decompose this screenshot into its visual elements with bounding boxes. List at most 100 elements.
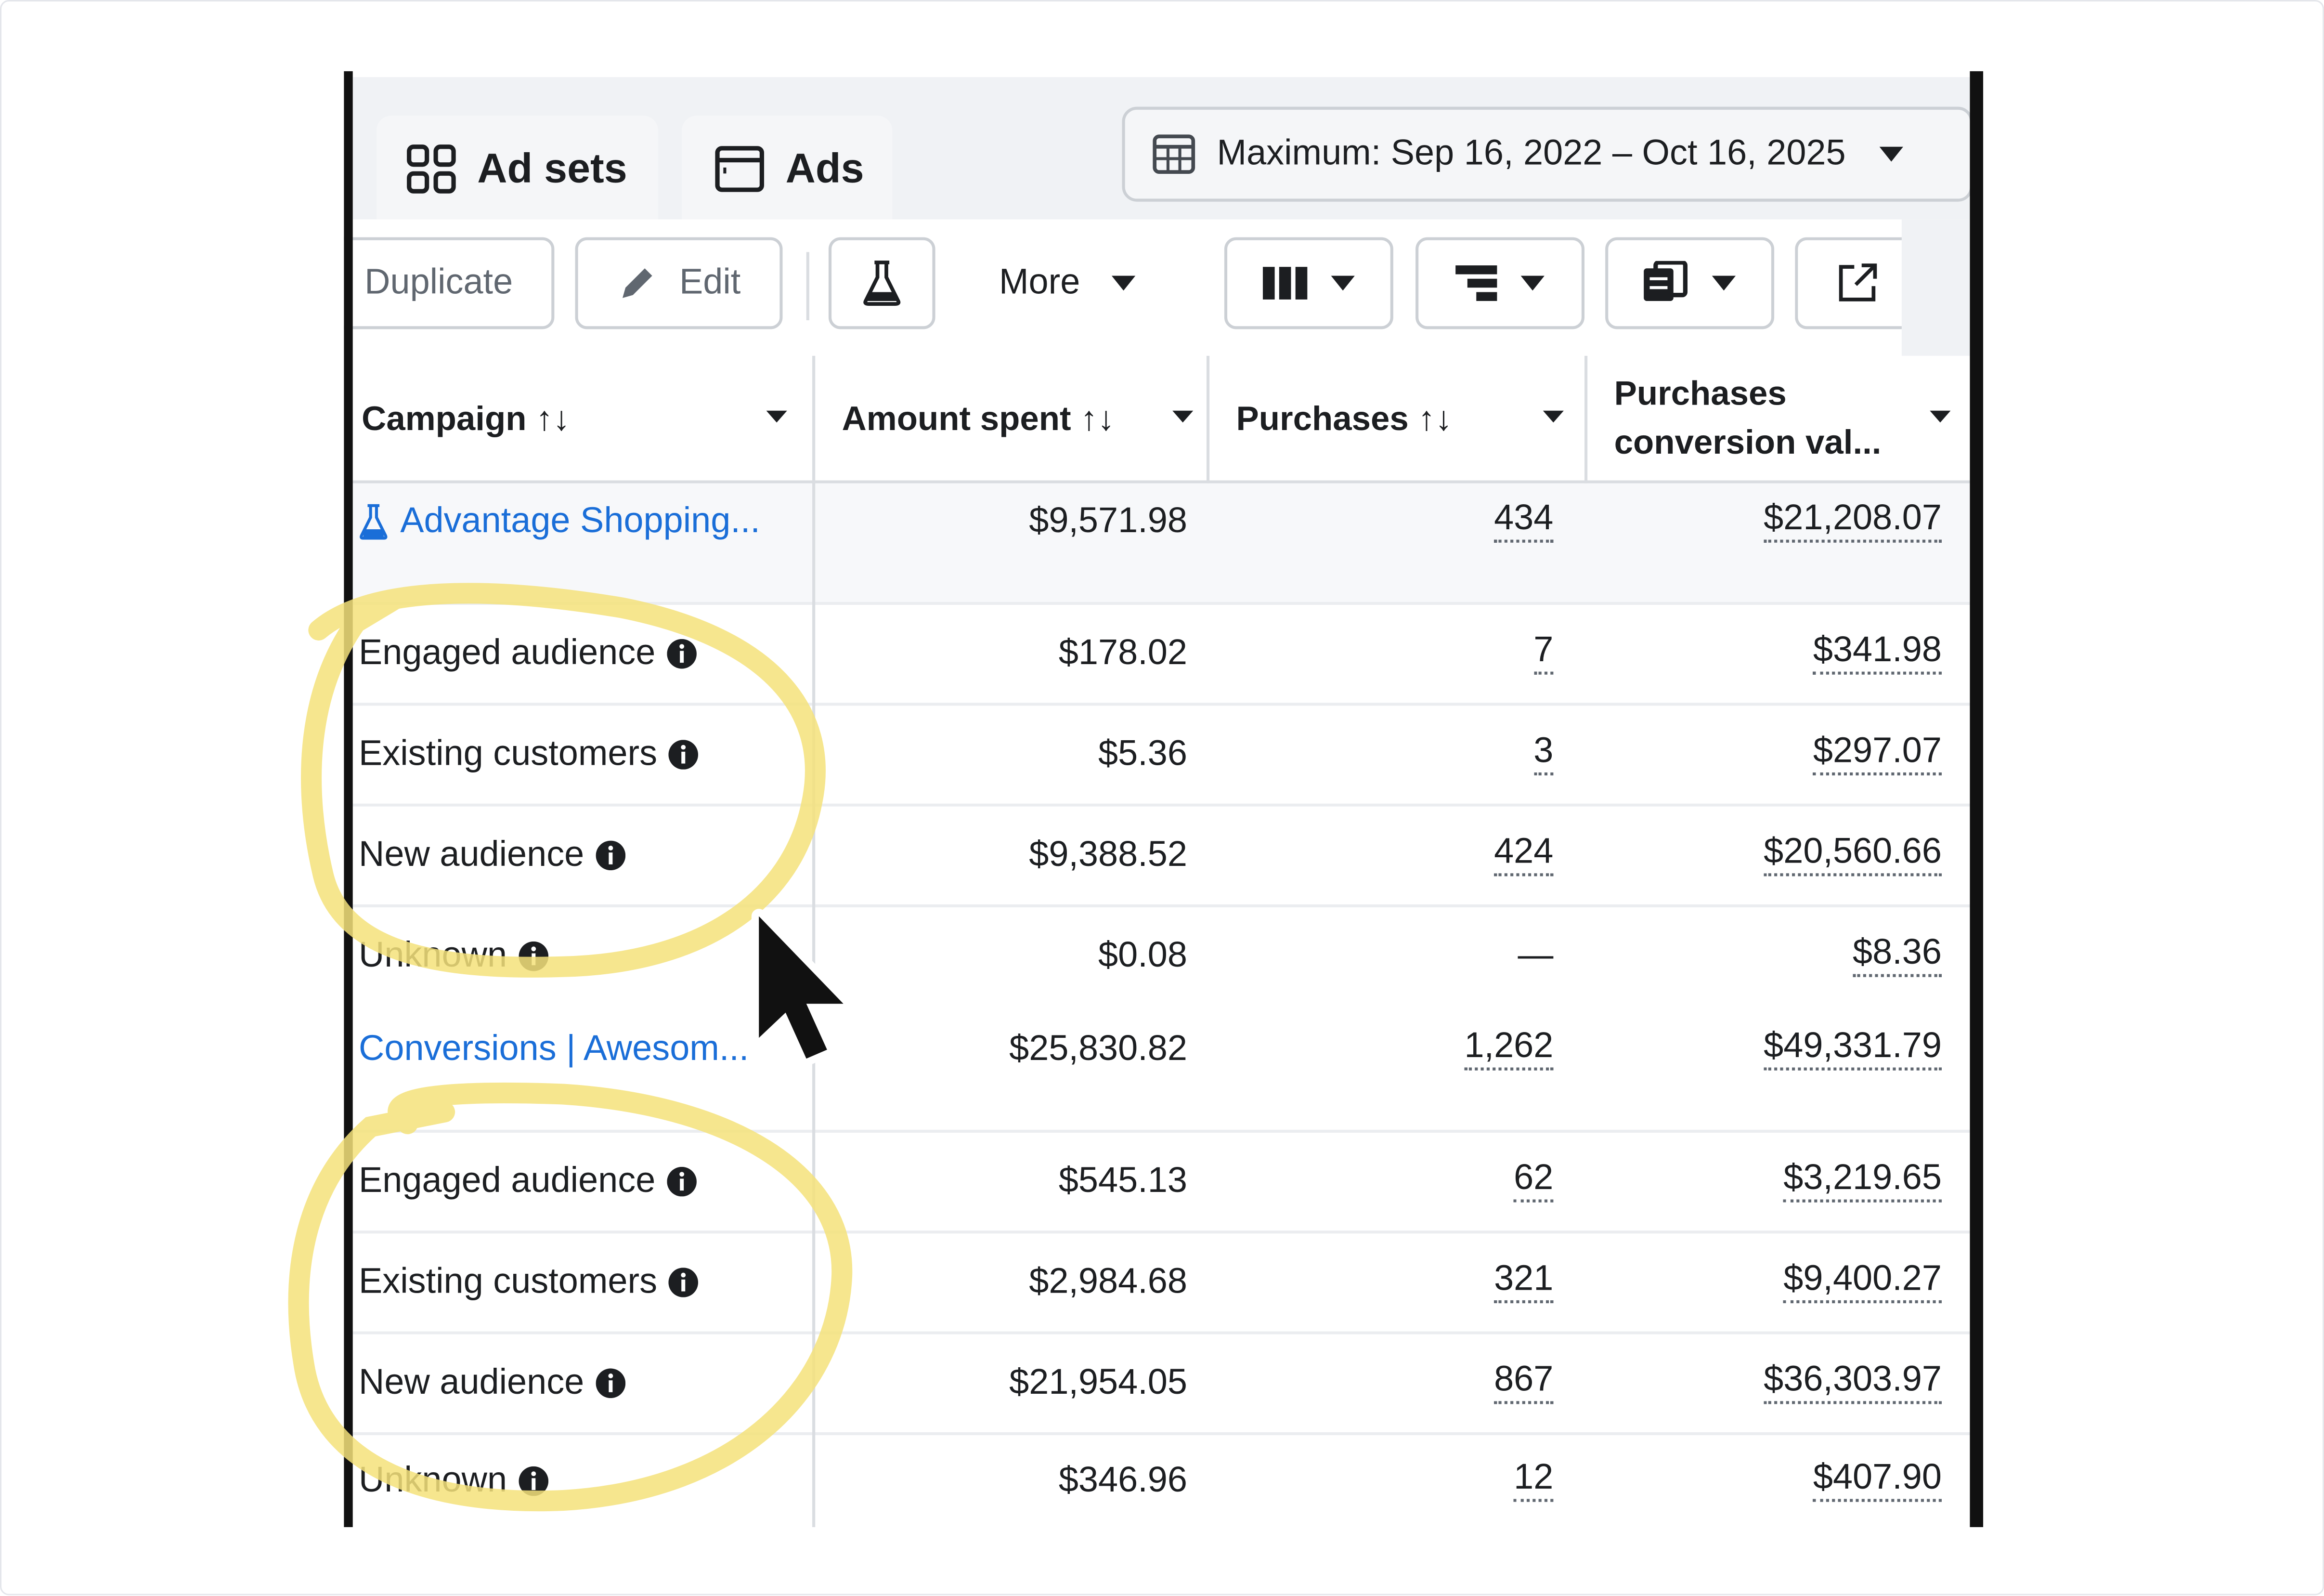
info-icon[interactable] [667,639,697,669]
segment-label: Engaged audience [359,633,656,673]
export-button[interactable] [1795,237,1917,329]
columns-icon [1262,267,1308,300]
info-icon[interactable] [596,840,626,871]
segment-label: Existing customers [359,1261,658,1302]
conversion-value-cell[interactable]: $20,560.66 [1598,807,1942,904]
purchases-cell[interactable]: 3 [1212,706,1554,803]
table-row[interactable]: Advantage Shopping... $9,571.98 434 $21,… [352,483,1970,605]
date-range-label: Maximum: Sep 16, 2022 – Oct 16, 2025 [1217,133,1846,174]
column-header-amount-spent[interactable]: Amount spent ↑↓ [842,356,1207,481]
info-icon[interactable] [519,941,549,971]
conversion-value-cell[interactable]: $341.98 [1598,605,1942,703]
conversion-value-cell[interactable]: $297.07 [1598,706,1942,803]
info-icon[interactable] [519,1466,549,1496]
columns-button[interactable] [1224,237,1393,329]
amount-spent-value: $25,830.82 [1009,1029,1187,1069]
scrollbar-track[interactable] [1970,71,1984,1527]
purchases-cell[interactable]: 434 [1212,484,1554,602]
conversion-value[interactable]: $49,331.79 [1764,1028,1942,1071]
amount-spent-value: $545.13 [1058,1161,1187,1201]
purchases-value[interactable]: 424 [1494,834,1554,876]
conversion-value-cell[interactable]: $407.90 [1598,1435,1942,1527]
purchases-cell[interactable]: 62 [1212,1133,1554,1230]
segment-name-cell: Unknown [359,1435,806,1527]
info-icon[interactable] [669,1268,699,1297]
conversion-value-cell[interactable]: $49,331.79 [1598,1005,1942,1130]
breakdown-button[interactable] [1415,237,1585,329]
purchases-cell[interactable]: 12 [1212,1435,1554,1527]
screenshot-edge [344,71,353,1527]
table-row: Existing customers $5.36 3 $297.07 [352,706,1970,807]
amount-spent-value: $0.08 [1098,935,1187,976]
tab-ads[interactable]: Ads [682,116,893,222]
chevron-down-icon [1520,275,1545,291]
conversion-value[interactable]: $341.98 [1813,632,1942,675]
edit-button[interactable]: Edit [575,237,783,329]
purchases-cell[interactable]: 7 [1212,605,1554,703]
table-row[interactable]: Conversions | Awesom... $25,830.82 1,262… [352,1005,1970,1133]
table-row: Engaged audience $178.02 7 $341.98 [352,605,1970,706]
purchases-value[interactable]: 3 [1533,733,1554,776]
experiment-button[interactable] [828,237,935,329]
purchases-value: — [1518,935,1554,976]
segment-name-cell: Engaged audience [359,605,806,703]
amount-spent-cell: $25,830.82 [815,1005,1187,1130]
date-range-picker[interactable]: Maximum: Sep 16, 2022 – Oct 16, 2025 [1122,106,1973,202]
purchases-value[interactable]: 321 [1494,1261,1554,1304]
reports-button[interactable] [1605,237,1775,329]
amount-spent-value: $346.96 [1058,1460,1187,1501]
column-divider [812,355,816,1527]
pencil-icon [623,268,653,298]
purchases-value[interactable]: 7 [1533,632,1554,675]
column-header-label: Amount spent ↑↓ [842,398,1115,437]
purchases-value[interactable]: 1,262 [1464,1028,1554,1071]
purchases-value[interactable]: 434 [1494,500,1554,543]
conversion-value[interactable]: $36,303.97 [1764,1362,1942,1404]
campaign-link[interactable]: Conversions | Awesom... [359,1029,749,1069]
info-icon[interactable] [596,1368,626,1399]
duplicate-button[interactable]: Duplicate [344,237,555,329]
info-icon[interactable] [667,1166,697,1197]
chevron-down-icon [1172,410,1194,423]
segment-name-cell: New audience [359,807,806,904]
conversion-value-cell[interactable]: $36,303.97 [1598,1334,1942,1432]
conversion-value-cell[interactable]: $8.36 [1598,907,1942,1005]
conversion-value[interactable]: $407.90 [1813,1460,1942,1502]
table-row: New audience $9,388.52 424 $20,560.66 [352,806,1970,908]
conversion-value-cell[interactable]: $9,400.27 [1598,1233,1942,1331]
column-header-purchases[interactable]: Purchases ↑↓ [1236,356,1577,481]
campaign-name-cell[interactable]: Conversions | Awesom... [359,1005,806,1130]
campaign-link[interactable]: Advantage Shopping... [400,501,760,541]
chevron-down-icon [1543,410,1564,423]
conversion-value[interactable]: $21,208.07 [1764,500,1942,543]
info-icon[interactable] [669,740,699,770]
purchases-value[interactable]: 12 [1514,1460,1554,1502]
purchases-cell[interactable]: 867 [1212,1334,1554,1432]
purchases-cell[interactable]: 424 [1212,807,1554,904]
conversion-value[interactable]: $8.36 [1853,935,1942,977]
toolbar-divider [806,252,809,320]
column-header-campaign[interactable]: Campaign ↑↓ [362,356,812,481]
purchases-cell[interactable]: 321 [1212,1233,1554,1331]
tab-bar: Ad sets Ads Maximum: Sep 16, 20 [352,77,1973,222]
ads-manager-panel: Ad sets Ads Maximum: Sep 16, 20 [344,71,1984,1527]
table-row: Unknown $346.96 12 $407.90 [352,1435,1970,1527]
tab-ad-sets[interactable]: Ad sets [376,116,658,222]
amount-spent-cell: $0.08 [815,907,1187,1005]
conversion-value[interactable]: $20,560.66 [1764,834,1942,876]
purchases-value[interactable]: 62 [1514,1160,1554,1203]
campaign-name-cell[interactable]: Advantage Shopping... [359,484,806,602]
chevron-down-icon [1712,275,1736,291]
conversion-value-cell[interactable]: $3,219.65 [1598,1133,1942,1230]
amount-spent-value: $9,388.52 [1029,835,1187,875]
conversion-value[interactable]: $3,219.65 [1783,1160,1942,1203]
segment-name-cell: Unknown [359,907,806,1005]
conversion-value[interactable]: $297.07 [1813,733,1942,776]
purchases-value[interactable]: 867 [1494,1362,1554,1404]
column-header-conversion-value[interactable]: Purchases conversion val... [1614,356,1970,481]
conversion-value-cell[interactable]: $21,208.07 [1598,484,1942,602]
more-button[interactable]: More [999,237,1136,329]
conversion-value[interactable]: $9,400.27 [1783,1261,1942,1304]
purchases-cell[interactable]: 1,262 [1212,1005,1554,1130]
